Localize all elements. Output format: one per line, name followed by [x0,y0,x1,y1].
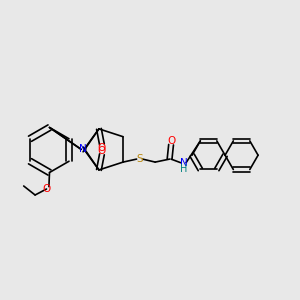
Text: O: O [98,146,106,156]
Text: O: O [98,143,106,153]
Text: O: O [42,184,51,194]
Text: H: H [180,164,188,174]
Text: O: O [167,136,175,146]
Text: N: N [180,158,188,168]
Text: N: N [79,144,87,154]
Text: S: S [136,154,143,164]
